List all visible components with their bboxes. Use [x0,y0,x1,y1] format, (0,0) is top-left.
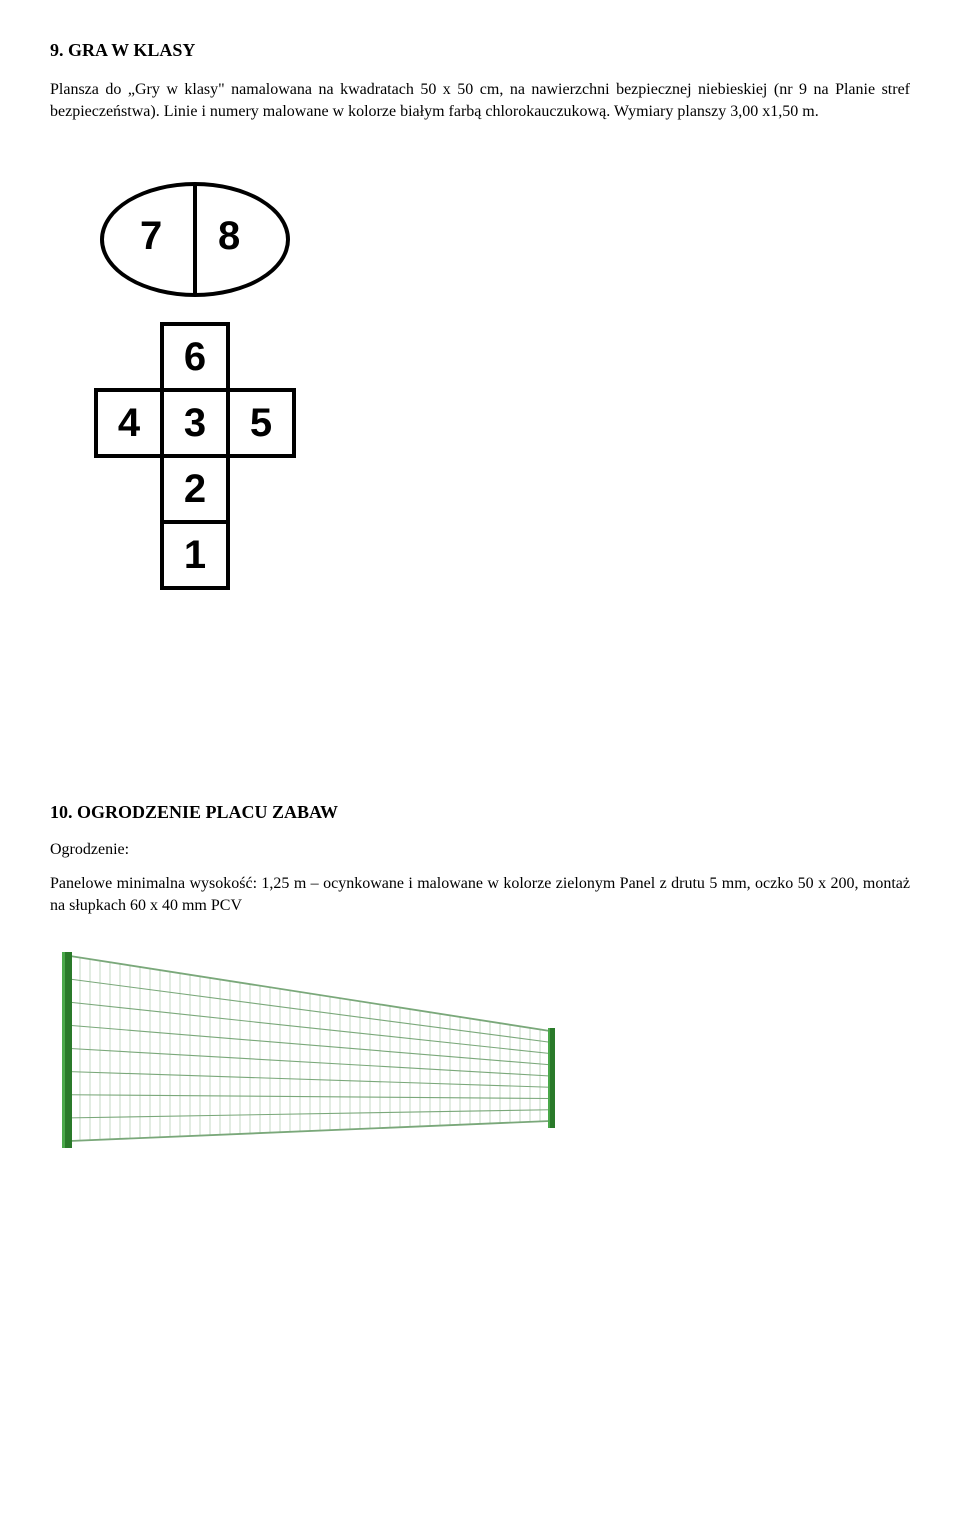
hopscotch-7: 7 [140,214,162,259]
section-10-heading: 10. OGRODZENIE PLACU ZABAW [50,802,910,823]
section-9-paragraph: Plansza do „Gry w klasy" namalowana na k… [50,79,910,122]
hopscotch-5: 5 [226,388,296,458]
hopscotch-2: 2 [160,454,230,524]
hopscotch-8: 8 [218,214,240,259]
section-9-heading: 9. GRA W KLASY [50,40,910,61]
hopscotch-ellipse-divider [193,184,197,295]
hopscotch-1: 1 [160,520,230,590]
section-10-subheading: Ogrodzenie: [50,841,910,859]
hopscotch-diagram: 7 8 6 4 3 5 2 1 [70,182,910,682]
hopscotch-3: 3 [160,388,230,458]
hopscotch-4: 4 [94,388,164,458]
section-10-paragraph: Panelowe minimalna wysokość: 1,25 m – oc… [50,873,910,916]
hopscotch-6: 6 [160,322,230,392]
fence-illustration [50,946,570,1156]
